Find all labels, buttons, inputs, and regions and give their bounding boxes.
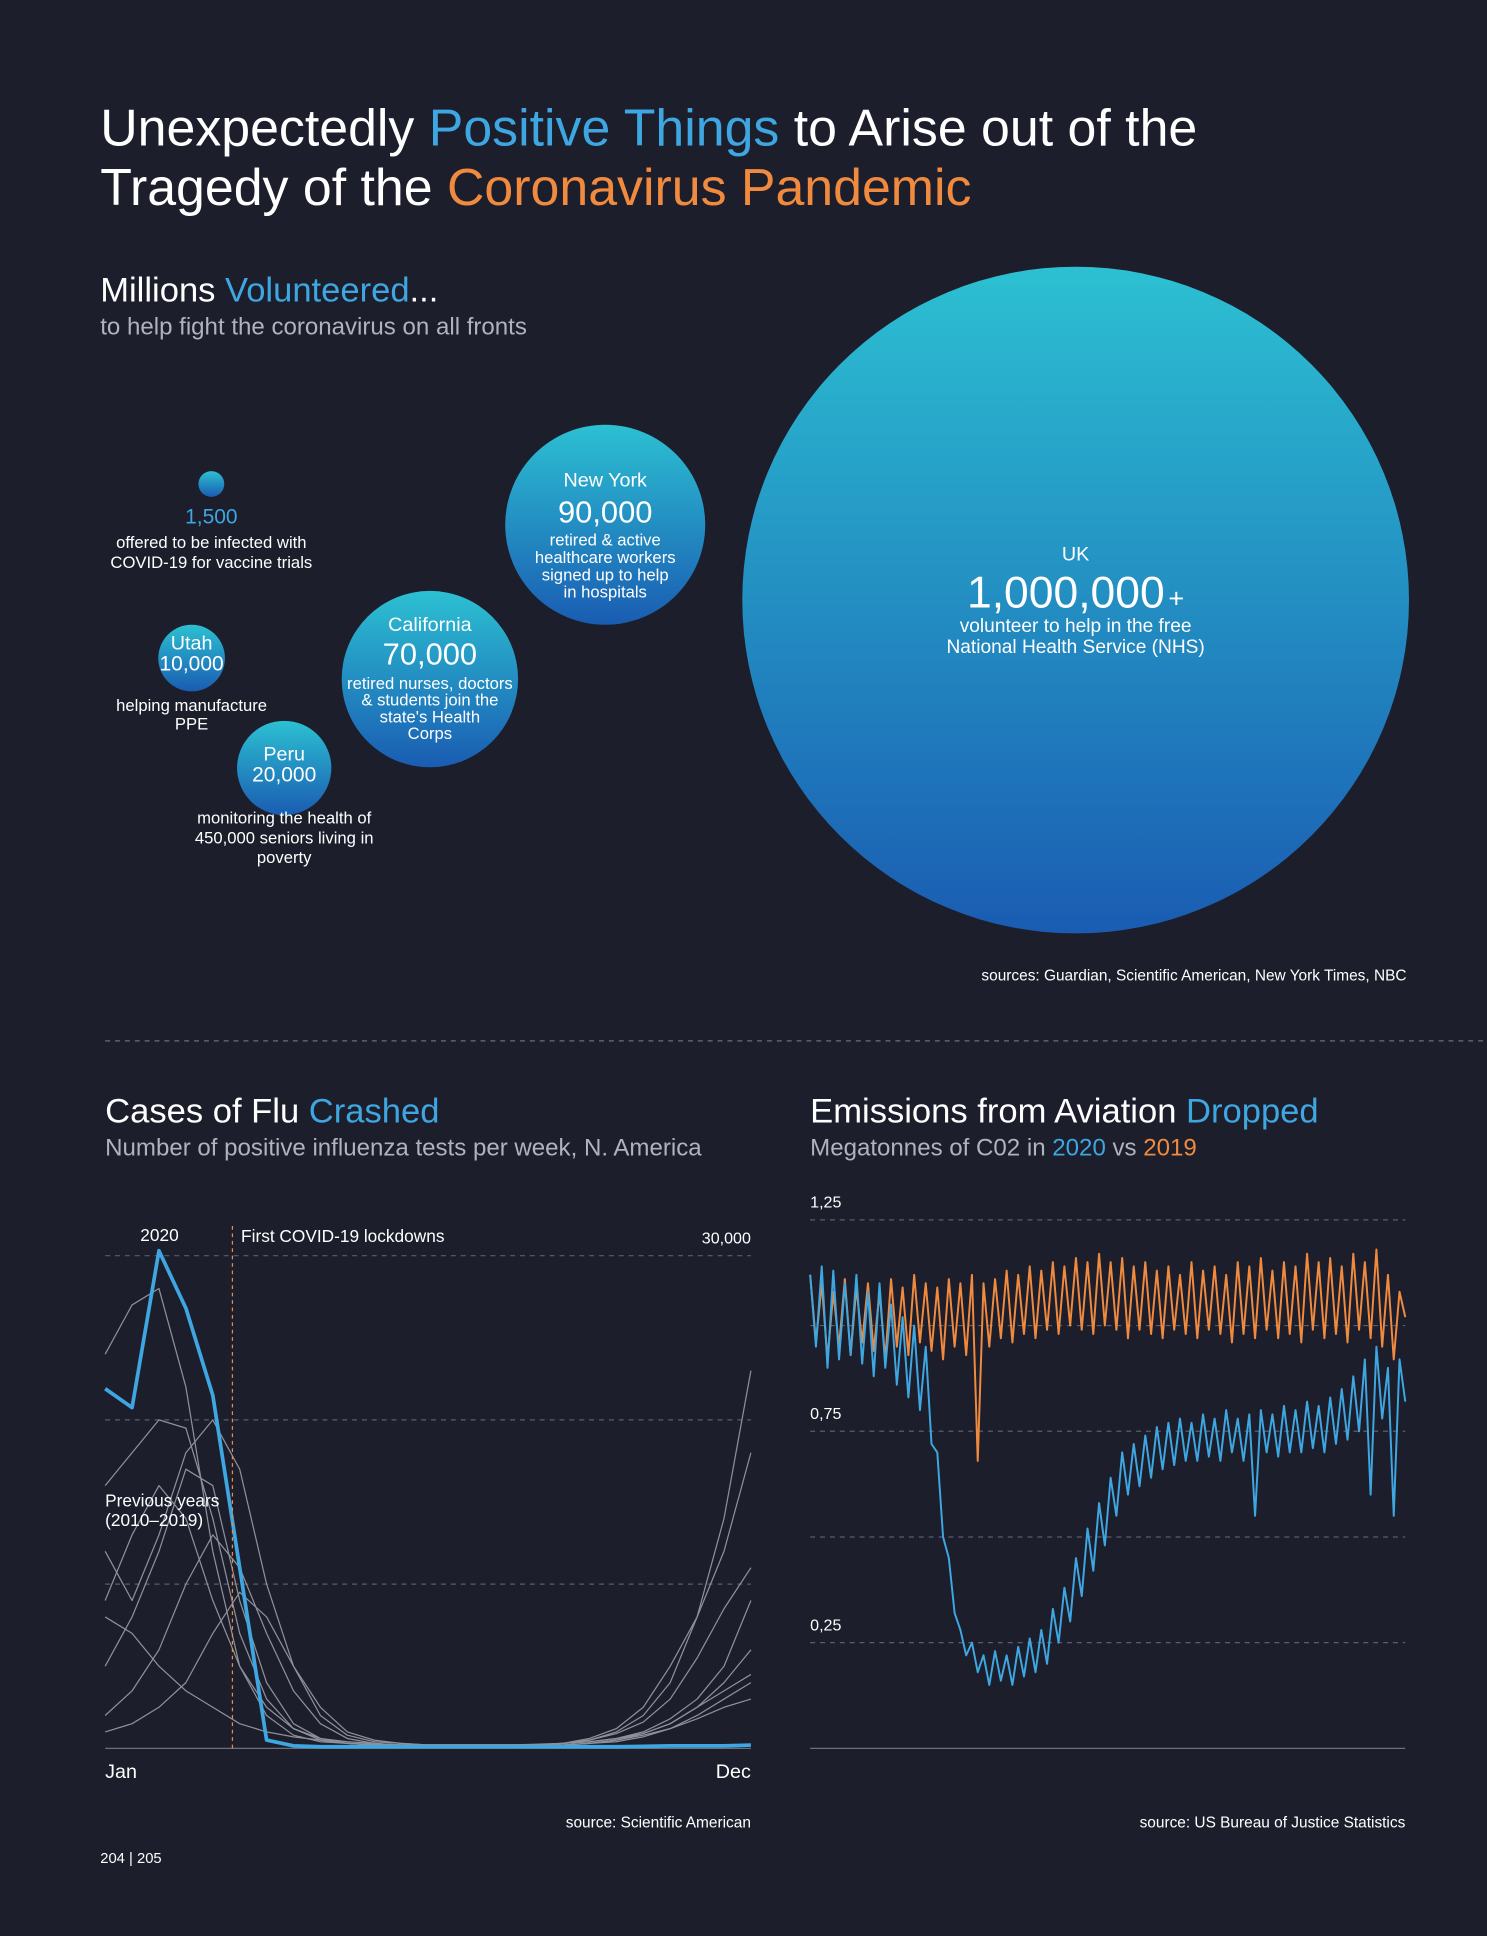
series-label: 2020	[140, 1225, 178, 1245]
y-tick-label: 1,25	[810, 1194, 841, 1212]
bubble-description: National Health Service (NHS)	[946, 637, 1204, 658]
title-segment: Emissions from Aviation	[810, 1092, 1186, 1130]
y-tick-label: 30,000	[702, 1229, 751, 1247]
value-label: 10,000	[160, 652, 224, 675]
title-segment: Cases of Flu	[105, 1092, 309, 1130]
bubble	[237, 720, 332, 816]
subtitle-segment: Number of positive influenza tests per w…	[105, 1135, 702, 1162]
title-segment: Volunteered	[225, 271, 409, 309]
x-tick-label: Jan	[105, 1761, 137, 1783]
subtitle-segment: Megatonnes of C02 in	[810, 1135, 1052, 1162]
bubble	[158, 624, 225, 692]
source: sources: Guardian, Scientific American, …	[981, 967, 1406, 984]
annotation: (2010–2019)	[105, 1510, 203, 1530]
legend-entry: 2020	[1052, 1135, 1106, 1162]
bubble-value: 70,000	[383, 636, 477, 671]
section-subtitle: Number of positive influenza tests per w…	[105, 1135, 702, 1162]
series-line	[809, 1248, 1407, 1462]
bubble-description: PPE	[175, 715, 208, 734]
y-tick-label: 0,75	[810, 1405, 841, 1423]
subtitle-segment: to help fight the coronavirus on all fro…	[100, 314, 527, 341]
value-label: 20,000	[252, 764, 316, 787]
section-subtitle: Megatonnes of C02 in 2020 vs 2019	[810, 1135, 1197, 1162]
source: source: US Bureau of Justice Statistics	[1140, 1814, 1406, 1831]
page-title: Tragedy of the Coronavirus Pandemic	[100, 158, 971, 216]
bubble-name: Utah	[171, 632, 213, 654]
series-line	[809, 1265, 1407, 1686]
bubble-value: 20,000	[252, 764, 316, 787]
value-suffix: +	[1168, 582, 1184, 613]
title-segment: Tragedy of the	[100, 158, 447, 216]
bubble-description: monitoring the health of	[197, 809, 371, 828]
title-segment: Dropped	[1186, 1092, 1319, 1130]
bubble-description: volunteer to help in the free	[960, 616, 1192, 637]
title-segment: Crashed	[309, 1092, 440, 1130]
bubble-description: helping manufacture	[116, 696, 267, 715]
bubble-value: 10,000	[160, 652, 224, 675]
bubble	[198, 471, 225, 497]
bubble-description: state's Health	[380, 707, 480, 726]
section-title: Cases of Flu Crashed	[105, 1092, 439, 1130]
bubble-description: COVID-19 for vaccine trials	[110, 553, 312, 572]
bubble-name: UK	[1062, 544, 1089, 566]
page-title: Unexpectedly Positive Things to Arise ou…	[100, 99, 1197, 157]
value-label: 90,000	[558, 494, 652, 529]
bubble-name: New York	[563, 469, 647, 491]
bubble-value: 1,500	[185, 506, 237, 529]
bubble	[742, 266, 1409, 934]
bubble-description: healthcare workers	[535, 548, 676, 567]
bubble-description: retired & active	[550, 531, 661, 550]
bubble-description: signed up to help	[542, 565, 669, 584]
source: source: Scientific American	[566, 1814, 751, 1831]
bubble-value: 90,000	[558, 494, 652, 529]
bubble-description: offered to be infected with	[116, 533, 306, 552]
title-segment: Coronavirus Pandemic	[447, 158, 971, 216]
series-line	[104, 1248, 751, 1749]
title-segment: Unexpectedly	[100, 99, 429, 157]
annotation: Previous years	[105, 1490, 220, 1510]
bubble-description: & students join the	[361, 691, 498, 710]
section-title: Emissions from Aviation Dropped	[810, 1092, 1318, 1130]
title-segment: Millions	[100, 271, 225, 309]
bubble-name: California	[388, 614, 471, 636]
subtitle-segment: vs	[1106, 1135, 1143, 1162]
annotation: First COVID-19 lockdowns	[241, 1226, 445, 1246]
bubble-value: 1,000,000 +	[967, 568, 1184, 617]
bubble	[505, 424, 706, 625]
bubble-description: 450,000 seniors living in	[195, 828, 374, 847]
title-segment: to Arise out of the	[779, 99, 1197, 157]
bubble-name: Peru	[263, 744, 305, 766]
bubble-description: retired nurses, doctors	[347, 674, 513, 693]
value-label: 1,500	[185, 506, 237, 529]
bubble-description: poverty	[257, 848, 312, 867]
value-label: 70,000	[383, 636, 477, 671]
y-tick-label: 0,25	[810, 1616, 841, 1634]
value-label: 1,000,000	[967, 568, 1165, 617]
legend-entry: 2019	[1143, 1135, 1197, 1162]
section-title: Millions Volunteered...	[100, 271, 438, 309]
bubble-description: in hospitals	[564, 583, 647, 602]
section-subtitle: to help fight the coronavirus on all fro…	[100, 314, 527, 341]
title-segment: Positive Things	[429, 99, 780, 157]
bubble-description: Corps	[408, 724, 452, 743]
bubble	[341, 590, 519, 768]
title-segment: ...	[410, 271, 439, 309]
x-tick-label: Dec	[716, 1761, 751, 1783]
page-number: 204 | 205	[100, 1851, 161, 1867]
